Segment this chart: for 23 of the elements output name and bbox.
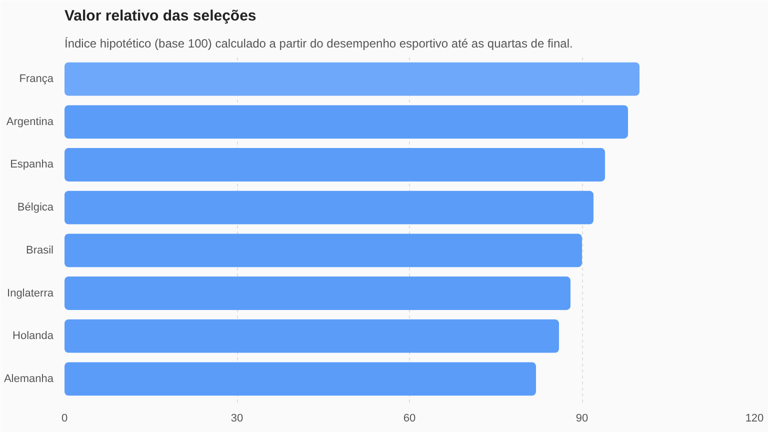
y-tick-label: Argentina	[6, 116, 54, 128]
y-tick-label: Espanha	[10, 158, 54, 171]
bar	[64, 190, 594, 224]
y-tick-label: Alemanha	[4, 372, 54, 385]
bar	[64, 62, 640, 96]
y-tick-label: França	[19, 73, 54, 86]
bar	[64, 319, 559, 353]
bar	[64, 105, 628, 139]
y-tick-label: Holanda	[12, 330, 54, 342]
x-tick-label: 60	[403, 412, 416, 424]
bar	[64, 276, 570, 310]
y-tick-label: Bélgica	[17, 202, 54, 214]
bar	[64, 234, 582, 268]
chart-title: Valor relativo das seleções	[64, 8, 256, 24]
x-tick-label: 0	[61, 412, 68, 424]
y-tick-label: Brasil	[26, 244, 54, 256]
x-tick-label: 120	[745, 412, 764, 424]
bar	[64, 148, 605, 182]
y-tick-label: Inglaterra	[7, 287, 54, 300]
bar	[64, 362, 536, 396]
chart-subtitle: Índice hipotético (base 100) calculado a partir do desempenho esportivo até as quartas de final.	[64, 36, 573, 50]
x-tick-label: 90	[576, 412, 588, 424]
x-tick-label: 30	[230, 412, 244, 424]
